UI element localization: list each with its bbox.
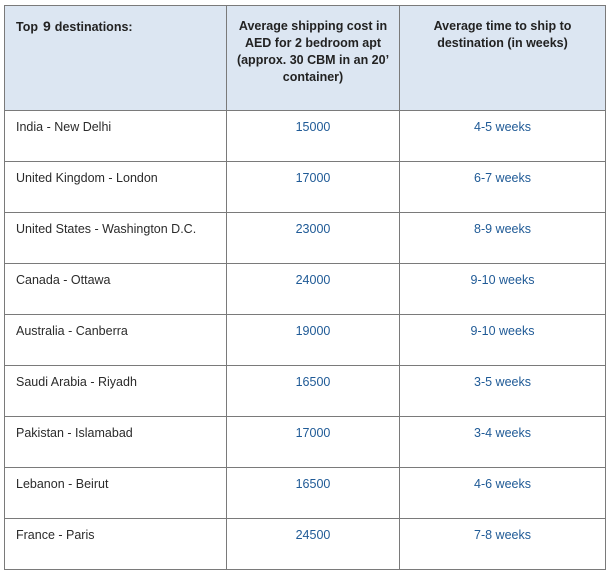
- cost-cell: 24000: [227, 264, 400, 315]
- time-cell: 4-6 weeks: [400, 468, 606, 519]
- destination-cell: Canada - Ottawa: [5, 264, 227, 315]
- time-cell: 3-4 weeks: [400, 417, 606, 468]
- cost-cell: 19000: [227, 315, 400, 366]
- time-cell: 3-5 weeks: [400, 366, 606, 417]
- table-row: United Kingdom - London 17000 6-7 weeks: [5, 162, 606, 213]
- time-cell: 9-10 weeks: [400, 315, 606, 366]
- table-row: France - Paris 24500 7-8 weeks: [5, 519, 606, 570]
- table-row: India - New Delhi 15000 4-5 weeks: [5, 111, 606, 162]
- destination-cell: United Kingdom - London: [5, 162, 227, 213]
- table-row: Canada - Ottawa 24000 9-10 weeks: [5, 264, 606, 315]
- table-header: Top 9 destinations: Average shipping cost …: [5, 6, 606, 111]
- header-destinations-label: destinations:: [55, 20, 133, 34]
- destination-cell: Pakistan - Islamabad: [5, 417, 227, 468]
- header-destinations: Top 9 destinations:: [5, 6, 227, 111]
- cost-cell: 15000: [227, 111, 400, 162]
- cost-cell: 24500: [227, 519, 400, 570]
- header-top-word: Top: [16, 20, 38, 34]
- destination-cell: Saudi Arabia - Riyadh: [5, 366, 227, 417]
- destination-cell: United States - Washington D.C.: [5, 213, 227, 264]
- table-body: India - New Delhi 15000 4-5 weeks United…: [5, 111, 606, 570]
- header-average-cost: Average shipping cost in AED for 2 bedro…: [227, 6, 400, 111]
- table-row: Saudi Arabia - Riyadh 16500 3-5 weeks: [5, 366, 606, 417]
- shipping-cost-table: Top 9 destinations: Average shipping cost …: [4, 5, 606, 570]
- table-row: Lebanon - Beirut 16500 4-6 weeks: [5, 468, 606, 519]
- cost-cell: 23000: [227, 213, 400, 264]
- time-cell: 7-8 weeks: [400, 519, 606, 570]
- header-average-time: Average time to ship to destination (in …: [400, 6, 606, 111]
- destination-cell: India - New Delhi: [5, 111, 227, 162]
- destination-cell: Australia - Canberra: [5, 315, 227, 366]
- header-row: Top 9 destinations: Average shipping cost …: [5, 6, 606, 111]
- table-row: Pakistan - Islamabad 17000 3-4 weeks: [5, 417, 606, 468]
- table-row: Australia - Canberra 19000 9-10 weeks: [5, 315, 606, 366]
- destination-cell: Lebanon - Beirut: [5, 468, 227, 519]
- destination-cell: France - Paris: [5, 519, 227, 570]
- cost-cell: 17000: [227, 162, 400, 213]
- table-row: United States - Washington D.C. 23000 8-…: [5, 213, 606, 264]
- cost-cell: 17000: [227, 417, 400, 468]
- time-cell: 9-10 weeks: [400, 264, 606, 315]
- time-cell: 6-7 weeks: [400, 162, 606, 213]
- time-cell: 4-5 weeks: [400, 111, 606, 162]
- cost-cell: 16500: [227, 468, 400, 519]
- header-top-number: 9: [43, 18, 51, 34]
- time-cell: 8-9 weeks: [400, 213, 606, 264]
- cost-cell: 16500: [227, 366, 400, 417]
